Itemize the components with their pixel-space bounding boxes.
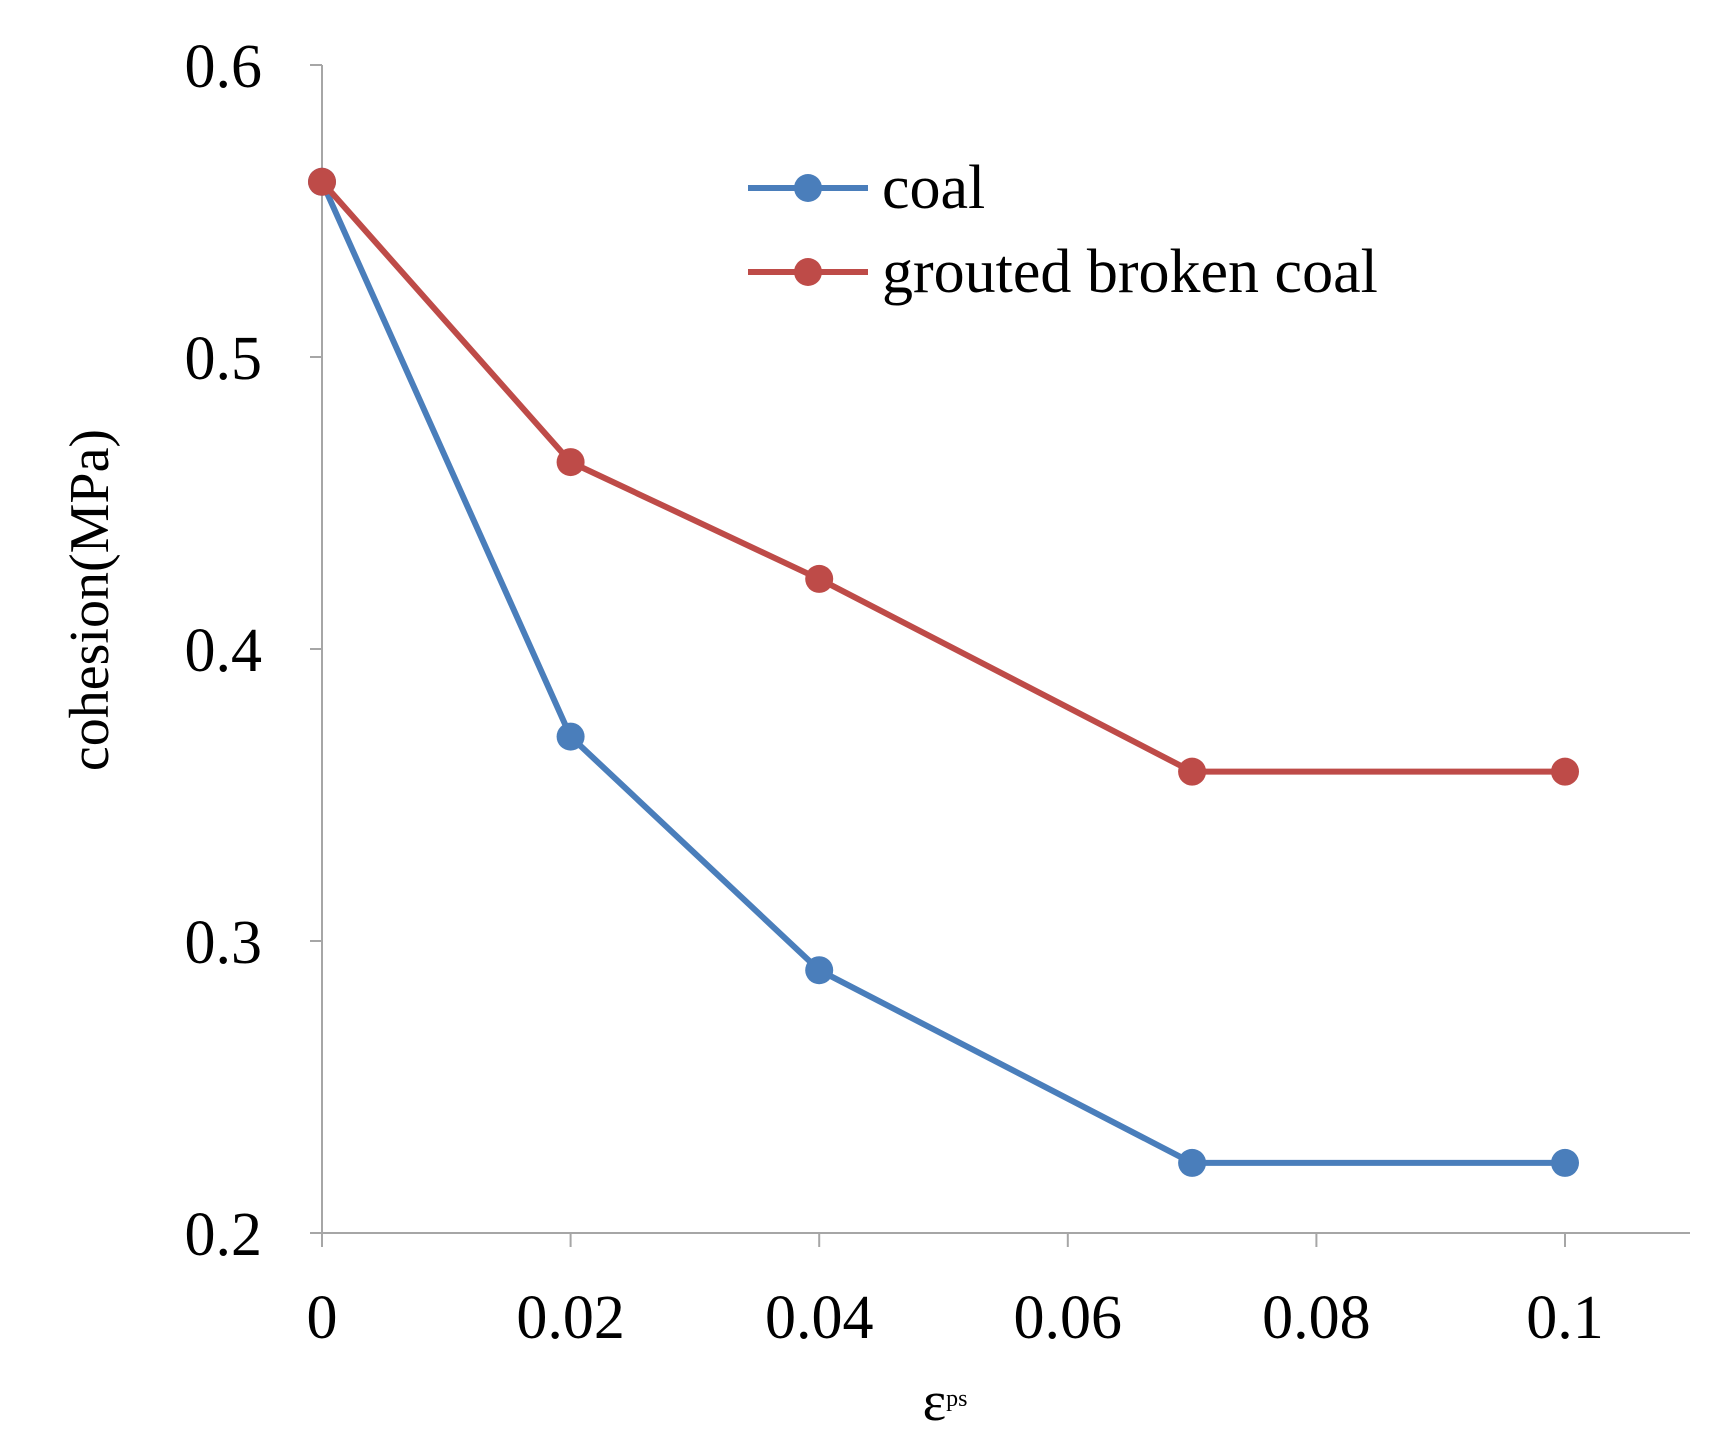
- y-axis-title: cohesion(MPa): [59, 429, 121, 771]
- x-tick-label: 0: [307, 1284, 338, 1352]
- x-tick-label: 0.02: [516, 1284, 625, 1352]
- legend-label-coal: coal: [882, 154, 985, 222]
- series-line-coal: [319, 180, 1565, 1166]
- data-point-grouted-broken-coal: [308, 167, 336, 196]
- x-tick-label: 0.04: [765, 1284, 874, 1352]
- data-point-grouted-broken-coal: [556, 448, 585, 477]
- y-tick-label: 0.6: [185, 33, 263, 101]
- legend-label-grouted-broken-coal: grouted broken coal: [882, 238, 1378, 306]
- axes: [310, 64, 1690, 1247]
- legend-marker-grouted-broken-coal: [794, 258, 822, 286]
- x-tick-label: 0.06: [1014, 1284, 1123, 1352]
- data-point-coal: [1178, 1148, 1207, 1177]
- x-tick-label: 0.1: [1526, 1284, 1604, 1352]
- y-tick-label: 0.4: [185, 617, 263, 685]
- y-tick-label: 0.3: [185, 909, 263, 977]
- y-tick-label: 0.2: [185, 1201, 263, 1269]
- tick-labels: 0.2 0.3 0.4 0.5 0.6 0 0.02 0.04 0.06 0.08 0.1: [185, 33, 1604, 1352]
- legend-marker-coal: [794, 174, 822, 202]
- data-point-coal: [805, 956, 834, 985]
- x-axis-title-sup: ps: [946, 1386, 967, 1412]
- x-axis-title-base: ε: [923, 1371, 947, 1433]
- data-point-grouted-broken-coal: [805, 564, 834, 593]
- data-point-coal: [1551, 1148, 1579, 1177]
- y-tick-label: 0.5: [185, 325, 263, 393]
- data-point-grouted-broken-coal: [1551, 757, 1579, 786]
- series-group: [308, 167, 1579, 1177]
- x-tick-label: 0.08: [1262, 1284, 1371, 1352]
- x-axis-title: εps: [923, 1371, 968, 1433]
- data-point-coal: [556, 722, 585, 751]
- legend: coal grouted broken coal: [748, 154, 1378, 306]
- data-point-grouted-broken-coal: [1178, 757, 1207, 786]
